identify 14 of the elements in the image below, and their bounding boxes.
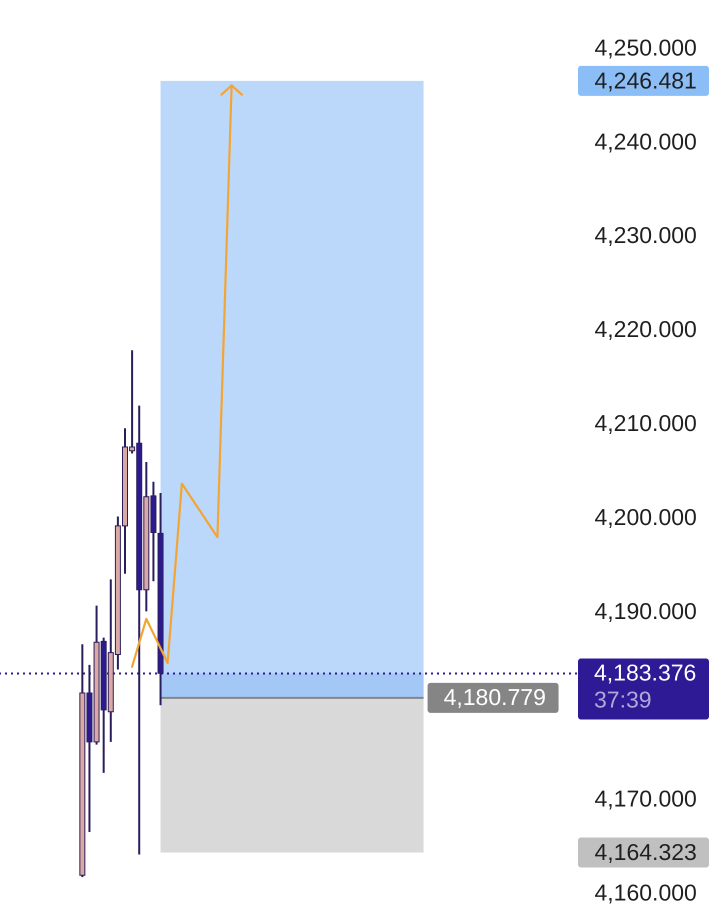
y-tick-label: 4,210.000	[594, 410, 697, 436]
y-tick-label: 4,190.000	[594, 598, 697, 624]
text: 37:39	[594, 686, 652, 713]
y-tick-label: 4,250.000	[594, 34, 697, 60]
y-tick-label: 4,240.000	[594, 128, 697, 154]
y-tick-label: 4,200.000	[594, 504, 697, 530]
y-tick-label: 4,160.000	[594, 880, 697, 906]
y-tick-label: 4,246.481	[594, 67, 697, 94]
y-tick-label: 4,164.323	[594, 838, 697, 865]
y-tick-label: 4,230.000	[594, 222, 697, 248]
y-tick-label: 4,170.000	[594, 786, 697, 812]
y-tick-label: 4,220.000	[594, 316, 697, 342]
ref-line-label: 4,183.376	[594, 660, 696, 686]
ref-line-label: 4,180.779	[444, 684, 546, 710]
